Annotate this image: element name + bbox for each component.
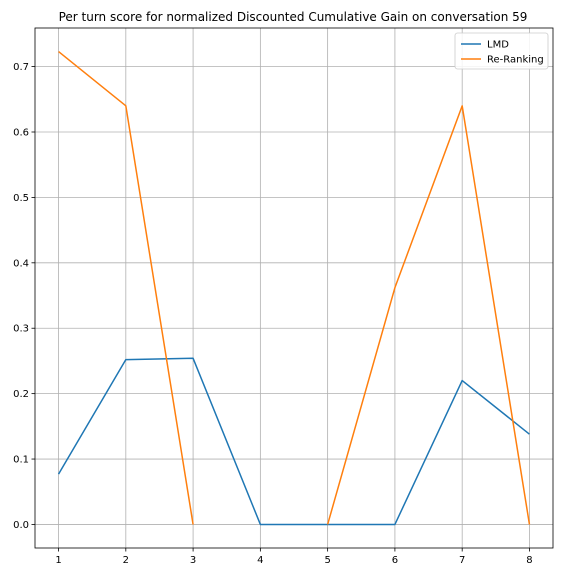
chart-title: Per turn score for normalized Discounted…: [59, 10, 528, 24]
x-tick-label: 7: [459, 555, 465, 566]
x-tick-label: 3: [190, 555, 196, 566]
legend-label: LMD: [487, 40, 509, 51]
plot-frame: [34, 27, 554, 549]
x-tick-label: 4: [257, 555, 263, 566]
series-line-0: [57, 357, 530, 526]
y-tick-label: 0.7: [13, 62, 29, 73]
y-tick-label: 0.6: [13, 128, 29, 139]
series-lines: [57, 50, 531, 526]
series-line-1: [326, 105, 531, 525]
legend-label: Re-Ranking: [487, 55, 544, 66]
y-tick-label: 0.2: [13, 389, 29, 400]
x-tick-label: 2: [123, 555, 129, 566]
y-tick-label: 0.1: [13, 455, 29, 466]
legend: LMD Re-Ranking: [454, 32, 549, 70]
x-tick-label: 8: [526, 555, 532, 566]
y-tick-label: 0.0: [13, 520, 29, 531]
x-tick-label: 1: [55, 555, 61, 566]
axis-ticks: 1 2 3 4 5 6 7 8 0.0 0.1 0.2 0.3 0.4 0.5 0.6 0.7: [13, 62, 533, 566]
x-tick-label: 6: [392, 555, 398, 566]
x-tick-label: 5: [324, 555, 330, 566]
series-line-1: [58, 50, 194, 525]
y-tick-label: 0.5: [13, 193, 29, 204]
legend-box: [454, 32, 549, 70]
y-tick-label: 0.3: [13, 324, 29, 335]
y-tick-label: 0.4: [13, 258, 29, 269]
